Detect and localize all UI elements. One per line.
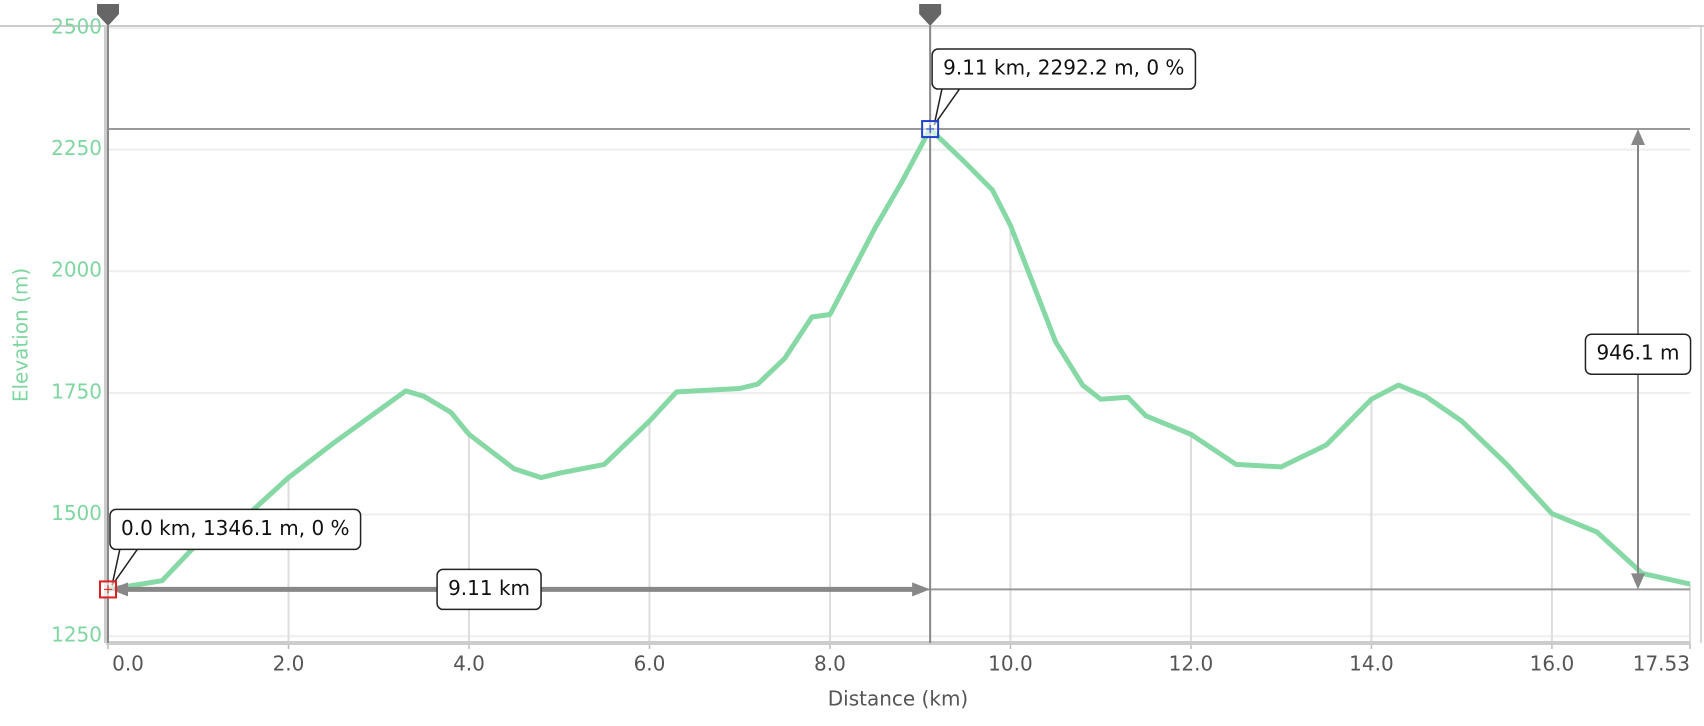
arrow-head (1631, 129, 1645, 146)
x-tick-label: 17.53 (1633, 652, 1690, 676)
x-tick-label: 4.0 (453, 652, 485, 676)
marker-handle (919, 4, 942, 26)
callout-text: 946.1 m (1596, 341, 1679, 365)
x-tick-label: 6.0 (634, 652, 666, 676)
y-tick-label: 2500 (51, 14, 102, 38)
arrow-head (912, 582, 931, 597)
y-tick-label: 2000 (51, 258, 102, 282)
callout-box (436, 568, 542, 611)
callout-text: 9.11 km, 2292.2 m, 0 % (943, 56, 1184, 80)
y-axis-title: Elevation (m) (9, 268, 33, 402)
callout-text: 9.11 km (448, 576, 530, 600)
marker-callout: 0.0 km, 1346.1 m, 0 % (109, 508, 362, 551)
marker-cross (926, 125, 935, 134)
y-tick-label: 1250 (51, 623, 102, 647)
x-tick-label: 8.0 (814, 652, 846, 676)
callout-pointer (933, 87, 961, 126)
height-callout: 946.1 m (1584, 333, 1692, 375)
y-tick-label: 1750 (51, 379, 102, 403)
y-tick-label: 1500 (51, 501, 102, 525)
x-axis-title: Distance (km) (828, 687, 968, 711)
callout-text: 0.0 km, 1346.1 m, 0 % (121, 516, 350, 540)
elevation-line (107, 126, 1691, 592)
y-tick-label: 2250 (51, 136, 102, 160)
x-tick-label: 0.0 (112, 652, 144, 676)
x-tick-label: 14.0 (1349, 652, 1394, 676)
marker-callout: 9.11 km, 2292.2 m, 0 % (931, 48, 1197, 90)
x-tick-label: 12.0 (1169, 652, 1214, 676)
arrow-head (1631, 573, 1645, 590)
callout-box (931, 48, 1197, 90)
distance-callout: 9.11 km (436, 568, 542, 611)
x-tick-label: 10.0 (988, 652, 1033, 676)
marker-cross (104, 585, 112, 594)
callout-box (1584, 333, 1692, 375)
marker-handle (97, 4, 119, 26)
x-tick-label: 2.0 (273, 652, 305, 676)
callout-pointer (111, 547, 139, 586)
arrow-head (110, 582, 128, 597)
callout-box (109, 508, 362, 551)
x-tick-label: 16.0 (1530, 652, 1575, 676)
